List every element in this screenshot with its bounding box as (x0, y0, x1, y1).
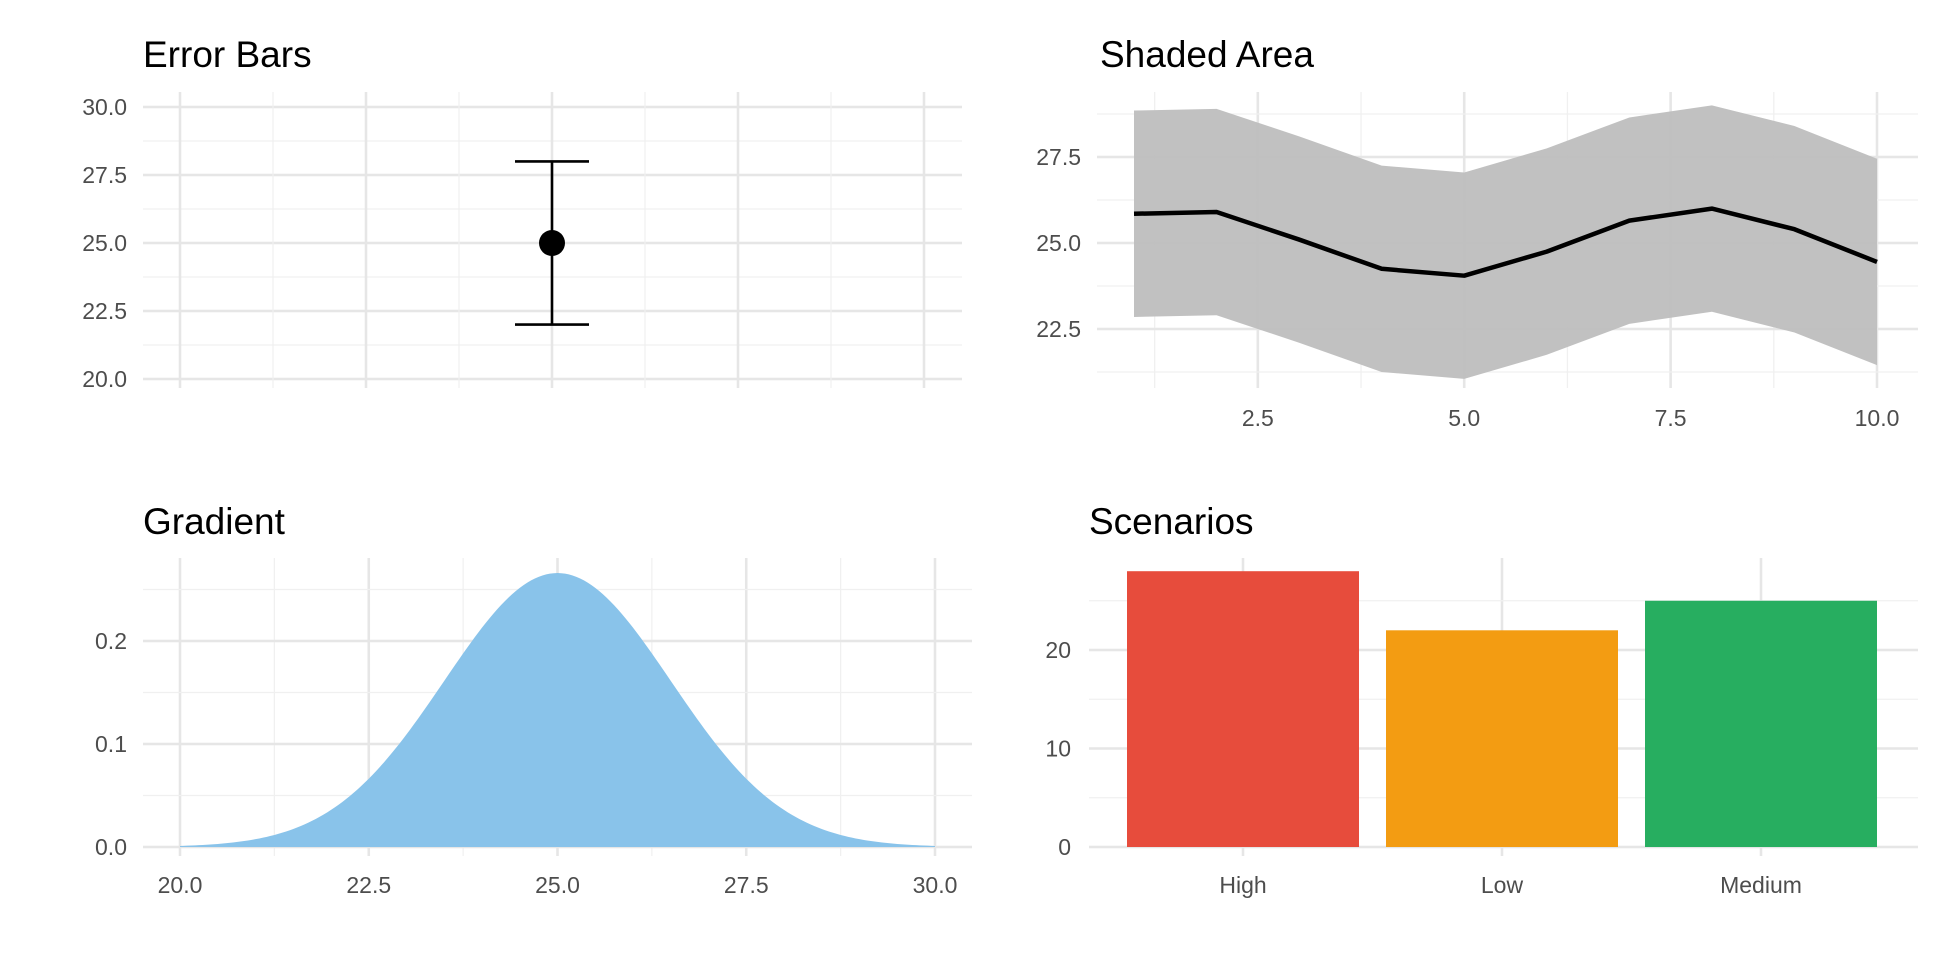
panel-scenarios: Scenarios 0 10 20 High Low Medium (1045, 501, 1918, 898)
y-tick-label: 10 (1045, 736, 1071, 762)
x-tick-label: High (1219, 872, 1266, 898)
bar-low (1386, 630, 1618, 847)
marks-error-bars (515, 160, 589, 326)
confidence-band (1134, 105, 1877, 379)
bar-medium (1645, 600, 1877, 847)
marks-scenarios (1127, 571, 1877, 847)
x-tick-label: 5.0 (1448, 405, 1480, 431)
y-axis-gradient: 0.0 0.1 0.2 (95, 628, 127, 860)
x-tick-label: 25.0 (535, 872, 580, 898)
x-axis-shaded-area: 2.5 5.0 7.5 10.0 (1242, 405, 1900, 431)
marks-shaded-area (1133, 105, 1878, 379)
y-tick-label: 0.1 (95, 731, 127, 757)
y-tick-label: 22.5 (82, 298, 127, 324)
x-tick-label: Low (1481, 872, 1524, 898)
x-tick-label: 22.5 (346, 872, 391, 898)
x-axis-gradient: 20.0 22.5 25.0 27.5 30.0 (158, 872, 958, 898)
x-axis-scenarios: High Low Medium (1219, 872, 1802, 898)
chart-title-error-bars: Error Bars (143, 34, 312, 75)
y-tick-label: 0.0 (95, 834, 127, 860)
y-tick-label: 0 (1058, 834, 1071, 860)
y-tick-label: 25.0 (82, 230, 127, 256)
panel-gradient: Gradient 0.0 0.1 0.2 20.0 22.5 25.0 27.5 30.0 (95, 501, 972, 898)
x-tick-label: 10.0 (1855, 405, 1900, 431)
x-tick-label: 30.0 (913, 872, 958, 898)
x-tick-label: 20.0 (158, 872, 203, 898)
y-tick-label: 30.0 (82, 94, 127, 120)
y-tick-label: 20 (1045, 637, 1071, 663)
density-area (180, 573, 935, 847)
y-tick-label: 20.0 (82, 366, 127, 392)
chart-title-gradient: Gradient (143, 501, 286, 542)
y-tick-label: 27.5 (82, 162, 127, 188)
marks-gradient (180, 573, 935, 847)
bar-high (1127, 571, 1359, 847)
y-axis-error-bars: 20.0 22.5 25.0 27.5 30.0 (82, 94, 127, 392)
chart-title-scenarios: Scenarios (1089, 501, 1254, 542)
data-point (539, 230, 565, 256)
y-axis-scenarios: 0 10 20 (1045, 637, 1071, 860)
y-tick-label: 25.0 (1036, 230, 1081, 256)
x-tick-label: 2.5 (1242, 405, 1274, 431)
x-tick-label: 7.5 (1655, 405, 1687, 431)
x-tick-label: 27.5 (724, 872, 769, 898)
x-tick-label: Medium (1720, 872, 1802, 898)
y-tick-label: 0.2 (95, 628, 127, 654)
chart-title-shaded-area: Shaded Area (1100, 34, 1314, 75)
y-tick-label: 22.5 (1036, 316, 1081, 342)
y-axis-shaded-area: 22.5 25.0 27.5 (1036, 144, 1081, 342)
panel-shaded-area: Shaded Area 22.5 25.0 27.5 2.5 5.0 7.5 10.0 (1036, 34, 1918, 431)
y-tick-label: 27.5 (1036, 144, 1081, 170)
panel-error-bars: Error Bars 20.0 22.5 25.0 27.5 30.0 (82, 34, 962, 392)
series-line (1133, 206, 1878, 278)
